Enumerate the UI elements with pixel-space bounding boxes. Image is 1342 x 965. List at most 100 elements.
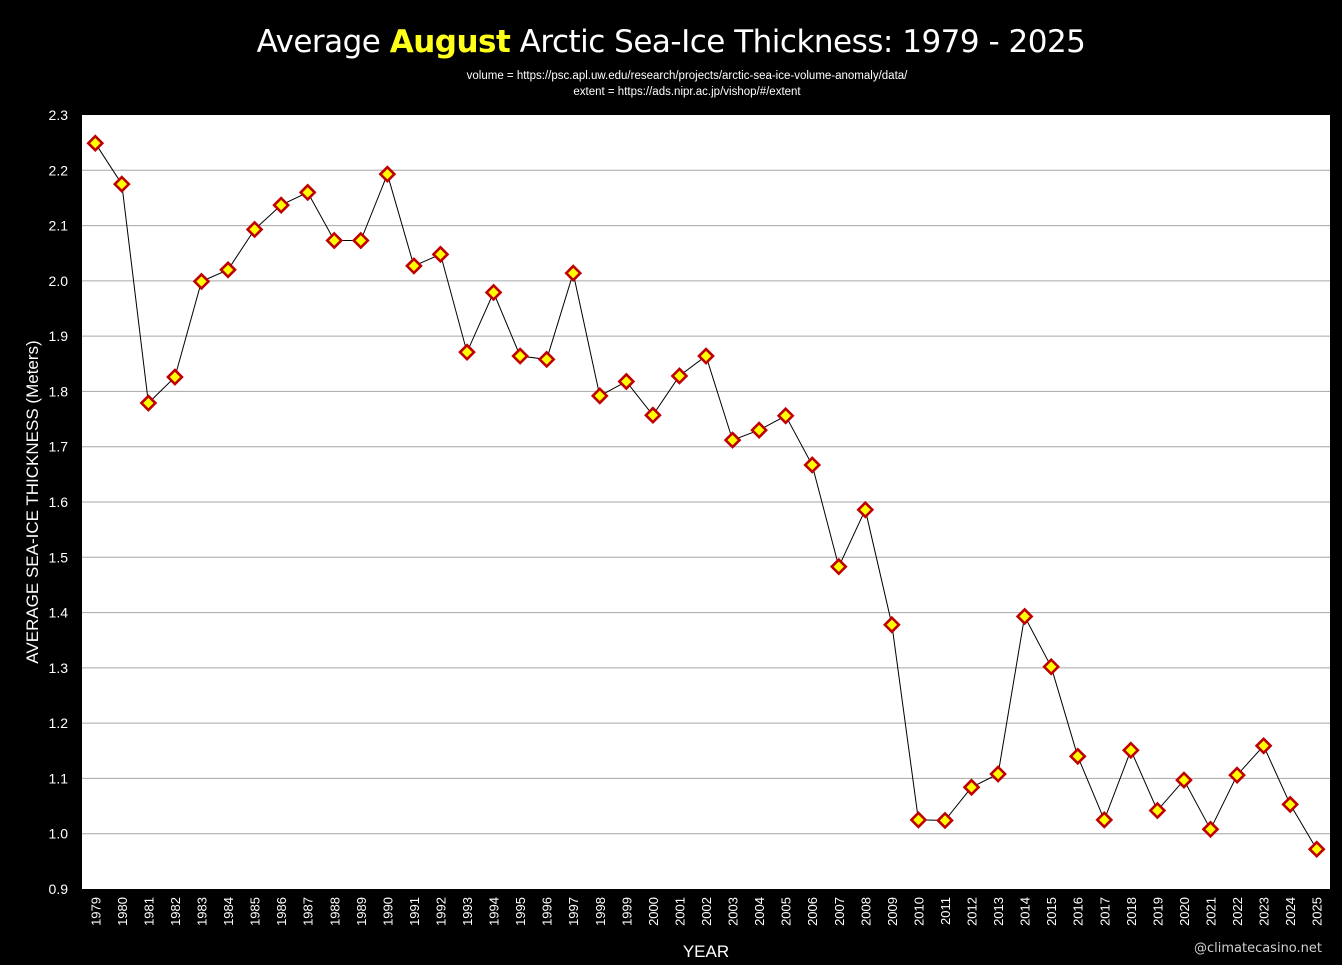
y-tick-label: 2.3 — [49, 107, 69, 123]
x-tick-labels: 1979 1980 1981 1982 1983 1984 1985 1986 1987 1988… — [88, 897, 1324, 926]
data-point-1981 — [139, 394, 158, 412]
x-tick-label: 2015 — [1044, 897, 1059, 926]
x-tick-label: 2024 — [1283, 897, 1298, 926]
x-tick-label: 1996 — [540, 897, 555, 926]
chart-title: Average August Arctic Sea-Ice Thickness:… — [0, 24, 1342, 60]
data-point-2003 — [723, 431, 742, 449]
x-tick-label: 1989 — [354, 897, 369, 926]
y-tick-label: 1.5 — [49, 549, 69, 565]
data-point-1979 — [86, 134, 105, 153]
x-tick-label: 2003 — [726, 897, 741, 926]
data-point-2009 — [883, 615, 901, 634]
x-tick-label: 2022 — [1230, 897, 1245, 926]
x-tick-label: 2016 — [1071, 897, 1086, 926]
data-point-1994 — [484, 283, 503, 302]
data-point-1987 — [298, 183, 317, 202]
data-point-2008 — [856, 500, 875, 519]
title-highlight-month: August — [389, 24, 511, 60]
data-point-1992 — [431, 245, 450, 264]
y-tick-label: 1.2 — [49, 715, 69, 731]
x-tick-label: 2020 — [1177, 897, 1192, 926]
x-tick-label: 2023 — [1257, 897, 1272, 926]
x-tick-label: 2017 — [1097, 897, 1112, 926]
data-point-1986 — [272, 196, 290, 214]
y-tick-label: 0.9 — [49, 881, 69, 897]
x-tick-label: 2021 — [1204, 897, 1219, 926]
y-tick-labels: 0.9 1.0 1.1 1.2 1.3 1.4 1.5 1.6 1.7 1.8 1.9 2.0 2.1 2… — [49, 107, 69, 897]
data-point-1988 — [325, 231, 344, 250]
data-point-2014 — [1015, 607, 1034, 626]
x-tick-label: 2000 — [646, 897, 661, 926]
data-point-2021 — [1201, 820, 1220, 839]
x-tick-label: 1979 — [88, 897, 103, 926]
x-tick-label: 2006 — [805, 897, 820, 926]
x-tick-label: 1982 — [168, 897, 183, 926]
data-point-2005 — [776, 406, 795, 425]
data-point-2025 — [1307, 840, 1326, 859]
y-tick-label: 2.1 — [49, 218, 69, 234]
data-point-1998 — [590, 387, 609, 405]
data-point-2018 — [1122, 741, 1140, 760]
x-tick-label: 2025 — [1310, 897, 1325, 926]
x-tick-label: 2012 — [965, 897, 980, 926]
data-point-1984 — [219, 260, 237, 279]
x-tick-label: 2002 — [699, 897, 714, 926]
x-tick-label: 2014 — [1018, 897, 1033, 926]
data-point-2011 — [936, 811, 954, 830]
x-tick-label: 1994 — [487, 897, 502, 926]
x-tick-label: 2005 — [779, 897, 794, 926]
x-tick-label: 1993 — [460, 897, 475, 926]
y-tick-label: 1.4 — [49, 605, 69, 621]
x-tick-label: 1990 — [380, 897, 395, 926]
x-tick-label: 2019 — [1150, 897, 1165, 926]
x-tick-label: 1998 — [593, 897, 608, 926]
subtitle-volume-source: volume = https://psc.apl.uw.edu/research… — [466, 70, 908, 82]
y-tick-label: 1.7 — [49, 439, 69, 455]
y-tick-label: 1.0 — [49, 826, 69, 842]
data-point-1990 — [378, 165, 397, 183]
y-tick-label: 2.2 — [49, 162, 69, 178]
gridlines — [82, 169, 1330, 835]
data-point-2007 — [829, 557, 848, 576]
x-tick-label: 1981 — [141, 897, 156, 926]
x-tick-label: 2004 — [752, 897, 767, 926]
data-point-1999 — [617, 372, 636, 391]
data-point-2006 — [803, 456, 822, 474]
x-tick-label: 1988 — [327, 897, 342, 926]
x-axis-label: YEAR — [683, 942, 729, 961]
y-tick-label: 1.1 — [49, 770, 69, 786]
x-tick-label: 2001 — [672, 897, 687, 926]
x-tick-label: 2008 — [858, 897, 873, 926]
data-point-2017 — [1095, 811, 1114, 829]
x-tick-label: 1984 — [221, 897, 236, 926]
data-point-2022 — [1228, 766, 1246, 784]
data-point-1997 — [564, 264, 583, 282]
y-tick-label: 1.8 — [49, 383, 69, 399]
y-tick-label: 2.0 — [49, 273, 69, 289]
data-point-2013 — [989, 765, 1007, 783]
data-point-2012 — [962, 778, 981, 797]
y-tick-label: 1.6 — [49, 494, 69, 510]
data-point-1996 — [537, 350, 556, 369]
x-tick-label: 1986 — [274, 897, 289, 926]
x-tick-label: 1991 — [407, 897, 422, 926]
data-point-1983 — [192, 272, 211, 291]
x-tick-label: 1995 — [513, 897, 528, 926]
data-point-2023 — [1254, 736, 1273, 755]
data-point-2001 — [670, 367, 689, 385]
data-point-2002 — [697, 347, 715, 365]
data-markers — [86, 134, 1326, 859]
x-tick-label: 2007 — [832, 897, 847, 926]
x-tick-label: 1992 — [433, 897, 448, 926]
data-point-1985 — [245, 220, 264, 239]
data-point-1991 — [405, 257, 423, 275]
y-tick-label: 1.3 — [49, 660, 69, 676]
data-point-1995 — [511, 347, 529, 365]
title-suffix: Arctic Sea-Ice Thickness: 1979 - 2025 — [510, 24, 1086, 60]
y-axis-label: AVERAGE SEA-ICE THICKNESS (Meters) — [23, 340, 42, 663]
data-point-1980 — [112, 175, 131, 193]
data-point-2024 — [1281, 795, 1300, 814]
data-point-2010 — [909, 811, 928, 829]
data-point-1993 — [458, 343, 476, 362]
